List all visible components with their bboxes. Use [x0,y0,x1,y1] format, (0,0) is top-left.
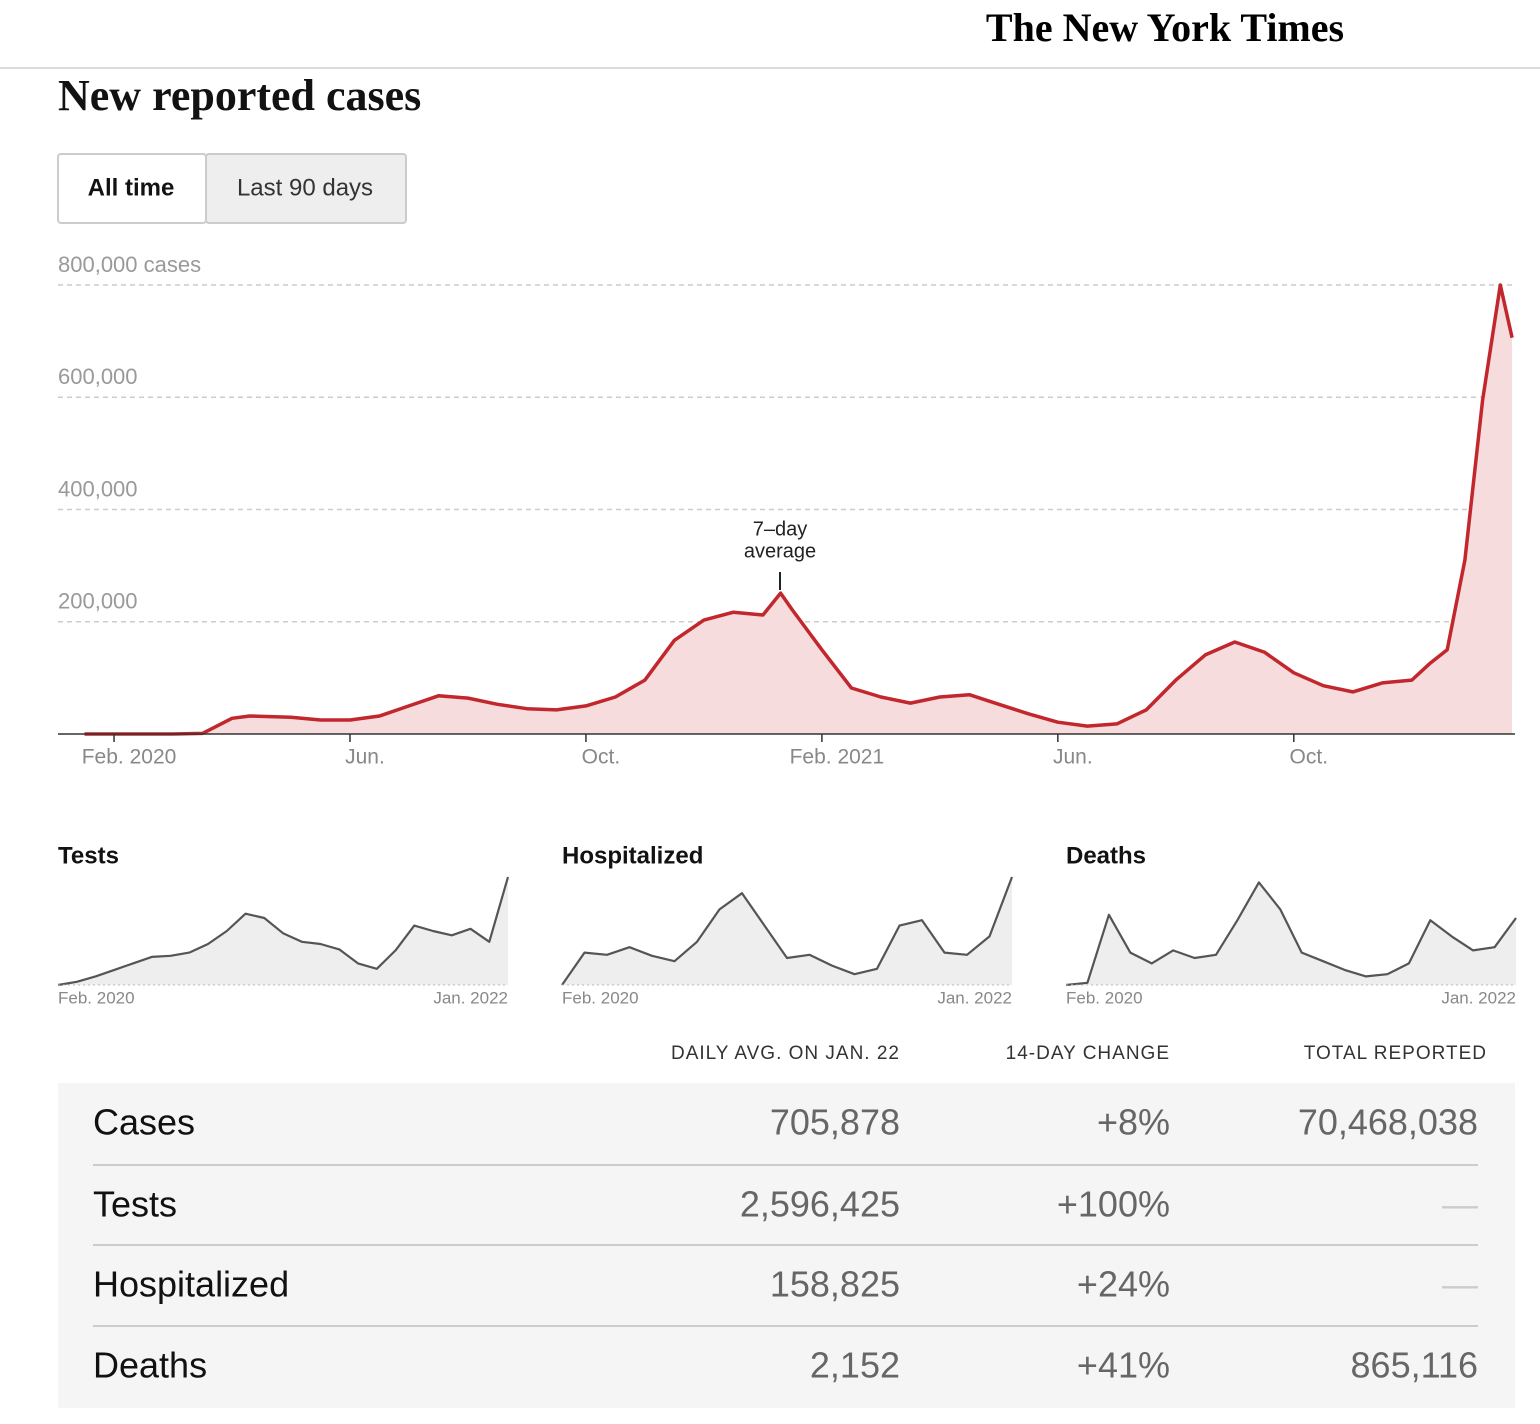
cell: 2,596,425 [740,1184,900,1225]
logo: The New York Times [986,5,1344,50]
mini-area [1066,882,1516,985]
x-tick-label: Jun. [345,746,385,769]
cell: 158,825 [770,1264,900,1305]
mini-x-label: Jan. 2022 [433,988,508,1007]
mini-line [1065,881,1517,987]
cell: — [1442,1264,1478,1305]
mini-line [57,876,510,987]
mini-x-label: Jan. 2022 [1441,988,1516,1007]
y-tick-label: 800,000 cases [58,252,201,277]
x-tick-label: Jun. [1053,746,1093,769]
x-tick-label: Oct. [1290,746,1329,769]
button-label[interactable]: Last 90 days [237,174,373,201]
cell: +8% [1097,1102,1170,1143]
annotation: 7–day [753,518,808,540]
area [84,285,1513,734]
row-name: Tests [93,1184,177,1225]
cell: +41% [1077,1345,1170,1386]
y-tick-label: 600,000 [58,364,138,389]
row-name: Cases [93,1102,195,1143]
mini-line [561,876,1014,986]
annotation: average [744,540,816,562]
table-header: TOTAL REPORTED [1304,1043,1487,1064]
mini-x-label: Feb. 2020 [562,988,639,1007]
mini-area [562,877,1012,985]
row-name: Deaths [93,1345,207,1386]
x-tick-label: Oct. [582,746,621,769]
button[interactable] [205,153,407,224]
x-tick-label: Feb. 2021 [790,746,885,769]
y-tick-label: 200,000 [58,589,138,614]
line [84,283,1514,736]
mini-area [58,877,508,985]
cell: 705,878 [770,1102,900,1143]
cell: 2,152 [810,1345,900,1386]
table-header: 14-DAY CHANGE [1006,1043,1170,1064]
y-tick-label: 400,000 [58,476,138,501]
mini-title: Tests [58,842,119,869]
row-name: Hospitalized [93,1264,289,1305]
mini-x-label: Jan. 2022 [937,988,1012,1007]
cell: — [1442,1184,1478,1225]
button-label[interactable]: All time [88,174,175,201]
x-tick-label: Feb. 2020 [82,746,177,769]
mini-title: Hospitalized [562,842,703,869]
table-header: DAILY AVG. ON JAN. 22 [671,1043,900,1064]
cell: 70,468,038 [1298,1102,1478,1143]
title: New reported cases [58,71,421,120]
cell: +24% [1077,1264,1170,1305]
mini-x-label: Feb. 2020 [58,988,135,1007]
cell: +100% [1057,1184,1170,1225]
mini-x-label: Feb. 2020 [1066,988,1143,1007]
cell: 865,116 [1351,1345,1478,1386]
mini-title: Deaths [1066,842,1146,869]
